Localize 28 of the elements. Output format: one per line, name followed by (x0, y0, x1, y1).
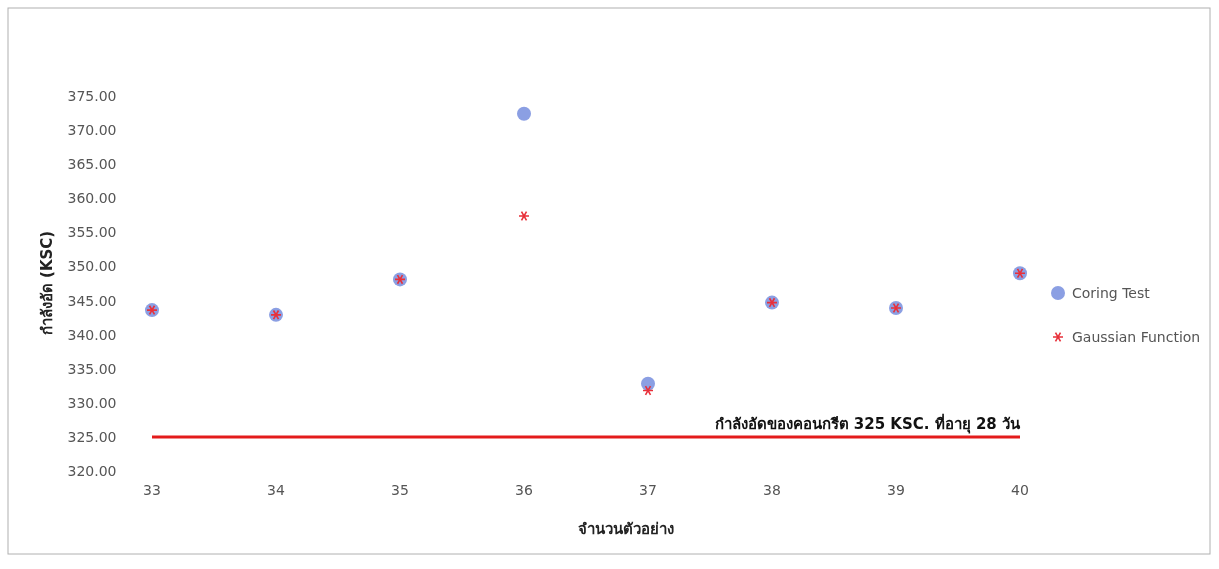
y-tick-label: 370.00 (67, 122, 117, 139)
y-tick-label: 325.00 (67, 428, 117, 445)
y-tick-label: 330.00 (67, 394, 117, 411)
x-tick-label: 39 (887, 482, 905, 498)
x-tick-label: 37 (639, 482, 657, 498)
x-tick-label: 34 (267, 482, 285, 498)
y-tick-label: 365.00 (67, 156, 117, 173)
point (518, 210, 530, 222)
x-tick-label: 33 (143, 482, 161, 498)
y-tick-label: 360.00 (67, 190, 117, 207)
x-tick-label: 35 (391, 482, 409, 498)
y-tick-label: 350.00 (67, 258, 117, 275)
x-tick-label: 38 (763, 482, 781, 498)
y-tick-label: 355.00 (67, 224, 117, 241)
y-tick-label: 320.00 (67, 463, 117, 479)
legend-label: Coring Test (1072, 285, 1151, 301)
x-axis-title: จำนวนตัวอย่าง (578, 520, 674, 538)
x-tick-label: 40 (1011, 482, 1029, 498)
legend-label: Gaussian Function (1072, 329, 1201, 345)
point (642, 385, 654, 396)
y-tick-label: 340.00 (67, 326, 117, 343)
y-tick-label: 345.00 (67, 292, 117, 309)
x-tick-label: 36 (515, 482, 533, 498)
ref-line-label: กำลังอัดของคอนกรีต 325 KSC. ที่อายุ 28 วัน (714, 412, 1021, 434)
point (517, 106, 531, 121)
y-axis-title: กำลังอัด (KSC) (38, 230, 56, 336)
y-tick-label: 335.00 (67, 360, 117, 377)
y-tick-label: 375.00 (67, 88, 117, 104)
